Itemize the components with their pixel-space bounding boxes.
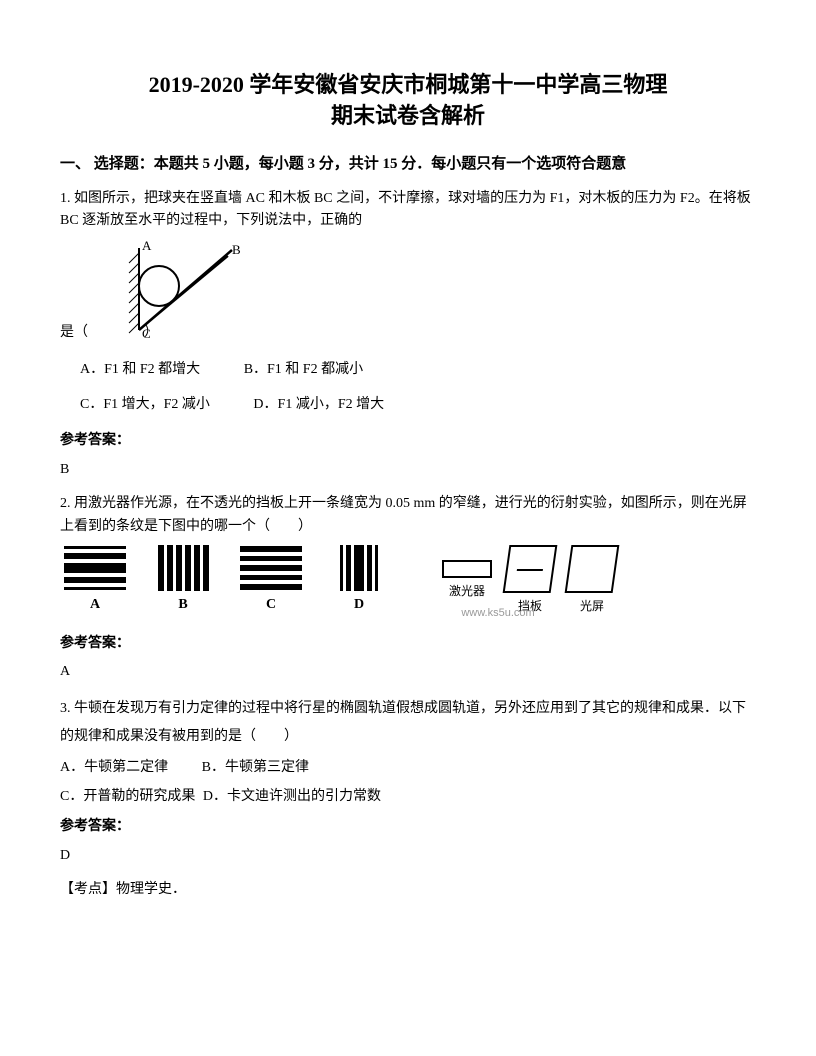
q2-answer-label: 参考答案： (60, 633, 756, 655)
question-2: 2. 用激光器作光源，在不透光的挡板上开一条缝宽为 0.05 mm 的窄缝，进行… (60, 493, 756, 683)
svg-text:A: A (142, 238, 152, 253)
q3-point-line: 【考点】物理学史． (60, 879, 756, 901)
page-title: 2019-2020 学年安徽省安庆市桐城第十一中学高三物理 期末试卷含解析 (60, 70, 756, 132)
laser-label: 激光器 (449, 584, 485, 598)
watermark-text: www.ks5u.com (461, 607, 534, 619)
wall-ball-diagram: A B C (104, 238, 254, 346)
q1-stem-1: 1. 如图所示，把球夹在竖直墙 AC 和木板 BC 之间，不计摩擦，球对墙的压力… (60, 188, 756, 233)
title-line-2: 期末试卷含解析 (331, 103, 485, 128)
laser-device: 激光器 (442, 560, 492, 601)
diffraction-option-c: C (236, 544, 306, 616)
diffraction-option-a: A (60, 544, 130, 616)
q3-option-d: D．卡文迪许测出的引力常数 (203, 789, 381, 804)
svg-text:B: B (232, 242, 241, 257)
q1-answer-label: 参考答案： (60, 430, 756, 452)
q3-point-label: 【考点】 (60, 882, 116, 897)
q3-option-b: B．牛顿第三定律 (202, 760, 309, 775)
q3-answer-label: 参考答案： (60, 816, 756, 838)
opt-d-label: D (324, 594, 394, 616)
q1-option-b: B．F1 和 F2 都减小 (244, 355, 363, 386)
q1-option-d: D．F1 减小，F2 增大 (253, 390, 384, 421)
q3-option-c: C．开普勒的研究成果 (60, 786, 195, 808)
q3-stem: 3. 牛顿在发现万有引力定律的过程中将行星的椭圆轨道假想成圆轨道，另外还应用到了… (60, 695, 756, 751)
opt-b-label: B (148, 594, 218, 616)
question-3: 3. 牛顿在发现万有引力定律的过程中将行星的椭圆轨道假想成圆轨道，另外还应用到了… (60, 695, 756, 901)
q1-options: A．F1 和 F2 都增大 B．F1 和 F2 都减小 C．F1 增大，F2 减… (80, 355, 756, 421)
q2-answer: A (60, 661, 756, 683)
q2-stem: 2. 用激光器作光源，在不透光的挡板上开一条缝宽为 0.05 mm 的窄缝，进行… (60, 493, 756, 538)
opt-c-label: C (236, 594, 306, 616)
question-1: 1. 如图所示，把球夹在竖直墙 AC 和木板 BC 之间，不计摩擦，球对墙的压力… (60, 188, 756, 482)
q3-option-a: A．牛顿第二定律 (60, 757, 168, 779)
diffraction-option-d: D (324, 544, 394, 616)
diffraction-option-b: B (148, 544, 218, 616)
q1-option-a: A．F1 和 F2 都增大 (80, 355, 200, 386)
section-1-heading: 一、 选择题：本题共 5 小题，每小题 3 分，共计 15 分．每小题只有一个选… (60, 152, 756, 176)
q1-option-c: C．F1 增大，F2 减小 (80, 390, 210, 421)
q3-answer: D (60, 845, 756, 867)
title-line-1: 2019-2020 学年安徽省安庆市桐城第十一中学高三物理 (149, 72, 668, 97)
svg-text:C: C (142, 326, 151, 338)
screen-label: 光屏 (580, 599, 604, 613)
opt-a-label: A (60, 594, 130, 616)
q3-point: 物理学史． (116, 882, 186, 897)
q1-answer: B (60, 459, 756, 481)
screen-device: 光屏 (568, 545, 616, 616)
